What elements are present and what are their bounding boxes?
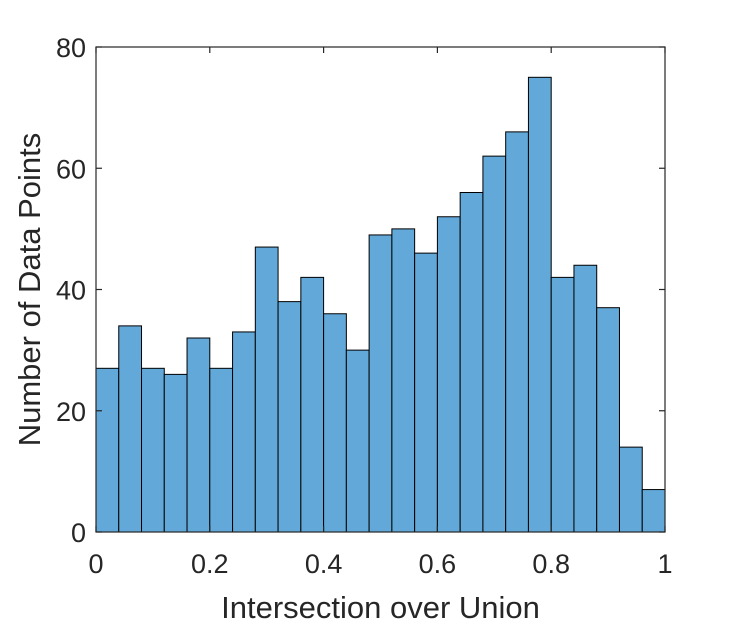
- histogram-bar: [436, 216, 461, 533]
- histogram-bar: [186, 337, 211, 533]
- x-tick-label: 0: [88, 549, 103, 579]
- x-tick-label: 0.6: [419, 549, 457, 579]
- y-tick-label: 20: [56, 397, 86, 427]
- y-tick-label: 60: [56, 154, 86, 184]
- y-axis-title: Number of Data Points: [12, 133, 47, 447]
- histogram-bar: [459, 192, 484, 533]
- x-tick-label: 0.4: [305, 549, 343, 579]
- histogram-bar: [550, 276, 575, 533]
- histogram-bar: [527, 76, 552, 533]
- histogram-bar: [391, 228, 416, 533]
- histogram-bar: [596, 307, 620, 533]
- bars-group: [95, 76, 666, 533]
- histogram-bar: [232, 331, 256, 533]
- x-tick-label: 0.2: [191, 549, 229, 579]
- x-axis-title: Intersection over Union: [221, 590, 540, 625]
- histogram-bar: [618, 446, 643, 533]
- histogram-bar: [95, 367, 120, 533]
- histogram-bar: [414, 252, 438, 533]
- histogram-bar: [277, 301, 302, 533]
- x-tick-label: 1: [657, 549, 672, 579]
- histogram-bar: [300, 276, 325, 533]
- y-tick-label: 40: [56, 276, 86, 306]
- histogram-bar: [368, 234, 393, 533]
- histogram-bar: [482, 155, 507, 533]
- histogram-bar: [505, 131, 529, 533]
- histogram-bar: [323, 313, 347, 533]
- y-tick-label: 0: [71, 518, 86, 548]
- histogram-bar: [209, 367, 234, 533]
- x-tick-label: 0.8: [532, 549, 570, 579]
- histogram-bar: [163, 373, 188, 533]
- ticks-group: 0 0.2 0.4 0.6 0.8 1 0 20 40 60 80: [56, 33, 673, 579]
- histogram-bar: [573, 264, 598, 533]
- histogram-bar: [254, 246, 279, 533]
- histogram-bar: [141, 367, 165, 533]
- histogram-bar: [641, 489, 666, 533]
- y-tick-label: 80: [56, 33, 86, 63]
- histogram-bar: [118, 325, 143, 533]
- histogram-bar: [345, 349, 370, 533]
